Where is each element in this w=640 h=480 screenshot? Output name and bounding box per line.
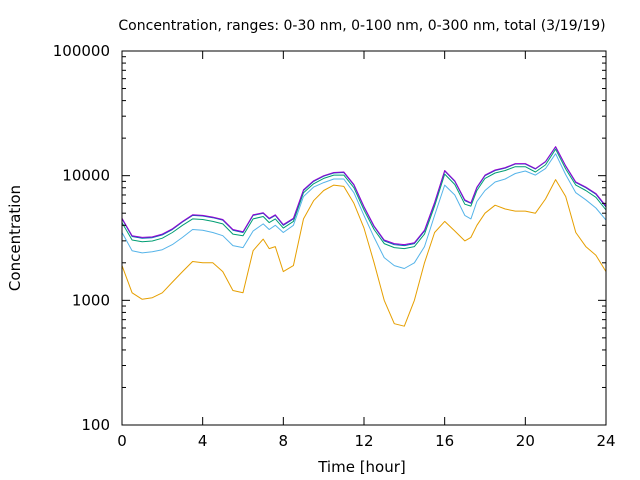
chart-title: Concentration, ranges: 0-30 nm, 0-100 nm… bbox=[118, 18, 605, 34]
y-tick-label: 10000 bbox=[62, 167, 110, 185]
x-tick-label: 4 bbox=[198, 432, 208, 450]
x-tick-label: 20 bbox=[516, 432, 535, 450]
series-layer bbox=[121, 146, 607, 327]
x-tick-label: 16 bbox=[435, 432, 454, 450]
y-tick-label: 100000 bbox=[53, 42, 110, 60]
series-line-4 bbox=[121, 146, 607, 247]
y-tick-label: 100 bbox=[81, 416, 110, 434]
x-tick-label: 24 bbox=[596, 432, 615, 450]
x-tick-label: 12 bbox=[354, 432, 373, 450]
x-tick-label: 0 bbox=[117, 432, 127, 450]
ticks-layer: 0 4 8 12 16 20 24 100 1000 10000 100000 bbox=[53, 42, 616, 450]
series-line-5 bbox=[121, 146, 607, 246]
series-line-2 bbox=[121, 153, 607, 269]
series-line-3 bbox=[121, 148, 607, 250]
x-axis-label: Time [hour] bbox=[317, 458, 406, 476]
series-line-1 bbox=[121, 179, 607, 327]
y-tick-label: 1000 bbox=[72, 291, 110, 309]
x-tick-label: 8 bbox=[279, 432, 289, 450]
plot-frame bbox=[121, 50, 607, 426]
y-axis-label: Concentration bbox=[6, 185, 24, 291]
